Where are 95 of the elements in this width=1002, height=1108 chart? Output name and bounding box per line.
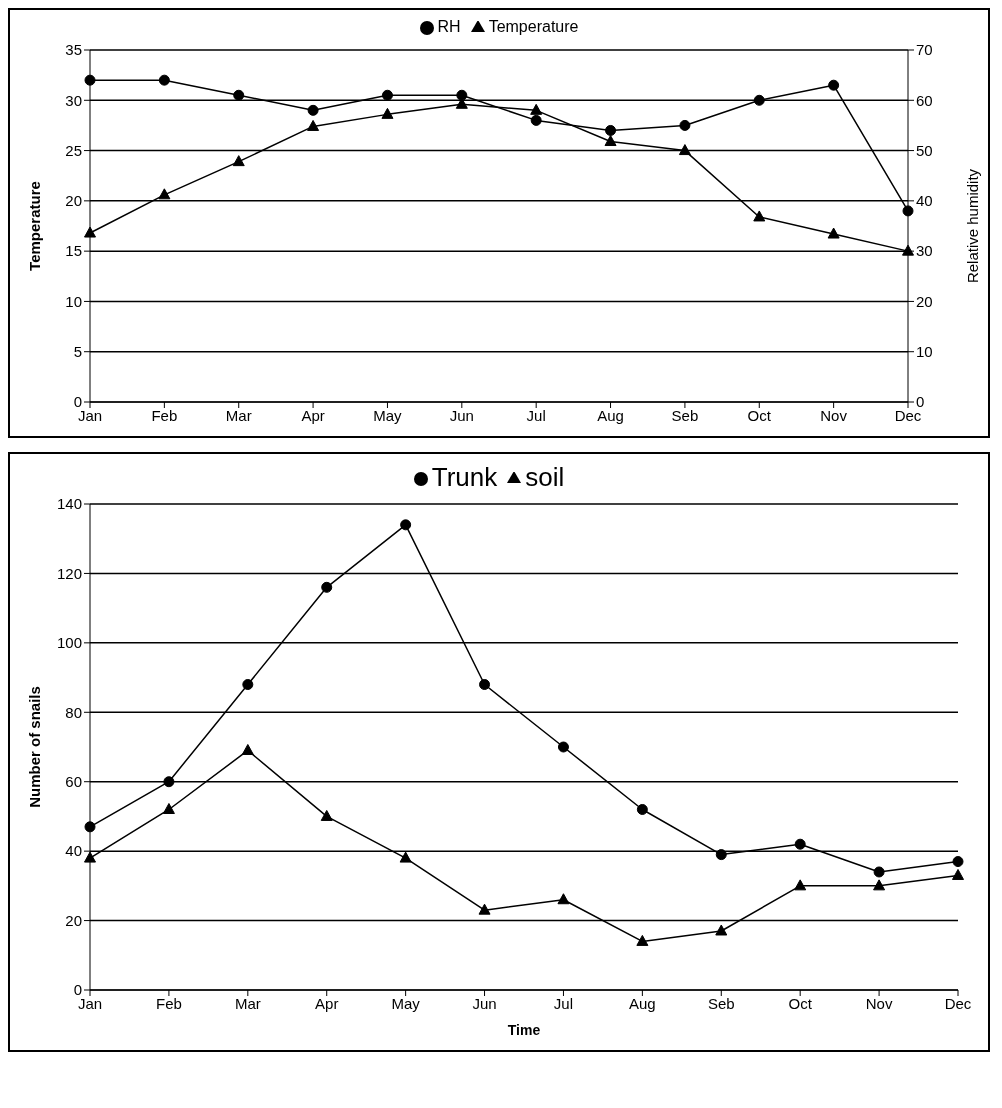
x-tick-label: Jul — [553, 994, 574, 1012]
point — [604, 135, 617, 147]
point — [873, 879, 886, 891]
point — [479, 679, 491, 691]
point — [241, 743, 254, 755]
point — [902, 205, 914, 217]
point — [162, 802, 175, 814]
point — [381, 89, 393, 101]
point — [456, 89, 468, 101]
point — [242, 679, 254, 691]
y2-tick-label: 50 — [916, 141, 933, 159]
point — [827, 227, 840, 239]
point — [873, 866, 885, 878]
y-tick-label: 35 — [65, 41, 82, 59]
x-tick-label: Jun — [472, 994, 497, 1012]
legend-label: Temperature — [488, 18, 579, 35]
y-tick-label: 20 — [65, 192, 82, 210]
point — [636, 803, 648, 815]
y2-axis-title: Relative humidity — [964, 168, 982, 284]
x-tick-label: Jul — [526, 406, 546, 424]
y2-tick-label: 20 — [916, 292, 933, 310]
x-tick-label: Seb — [671, 406, 699, 424]
point — [952, 856, 964, 868]
point — [952, 868, 964, 880]
x-axis-title: Time — [507, 1022, 541, 1038]
x-tick-label: May — [391, 994, 421, 1012]
point — [715, 849, 727, 861]
y-tick-label: 140 — [56, 495, 82, 513]
y-axis-title: Number of snails — [26, 686, 44, 808]
point — [84, 226, 96, 238]
point — [753, 210, 766, 222]
y-tick-label: 20 — [65, 911, 82, 929]
point — [678, 144, 691, 156]
y-axis-title: Temperature — [26, 181, 44, 271]
y2-tick-label: 60 — [916, 91, 933, 109]
point — [163, 776, 175, 788]
point — [400, 519, 412, 531]
point — [233, 89, 245, 101]
legend-label: RH — [437, 18, 461, 35]
point — [605, 124, 617, 136]
x-tick-label: Jun — [449, 406, 474, 424]
y-tick-label: 80 — [65, 703, 82, 721]
point — [478, 903, 491, 915]
point — [158, 74, 170, 86]
point — [794, 838, 806, 850]
y2-tick-label: 70 — [916, 41, 933, 59]
x-tick-label: Oct — [747, 406, 772, 424]
y-tick-label: 60 — [65, 773, 82, 791]
y-tick-label: 120 — [56, 564, 82, 582]
y-tick-label: 40 — [65, 842, 82, 860]
y-tick-label: 30 — [65, 91, 82, 109]
x-tick-label: Nov — [820, 406, 848, 424]
y2-tick-label: 30 — [916, 242, 933, 260]
x-tick-label: May — [373, 406, 403, 424]
point — [84, 821, 96, 833]
y-tick-label: 10 — [65, 292, 82, 310]
x-tick-label: Feb — [155, 994, 182, 1012]
point — [307, 104, 319, 116]
point — [307, 119, 320, 131]
x-tick-label: Nov — [865, 994, 893, 1012]
point — [399, 851, 412, 863]
x-tick-label: Seb — [707, 994, 735, 1012]
point — [679, 119, 691, 131]
x-tick-label: Aug — [597, 406, 624, 424]
point — [320, 809, 333, 821]
point — [530, 114, 542, 126]
legend-label: soil — [525, 462, 565, 492]
point — [753, 94, 765, 106]
point — [557, 893, 570, 905]
x-tick-label: Feb — [151, 406, 178, 424]
point — [636, 934, 649, 946]
point — [321, 581, 333, 593]
y2-tick-label: 40 — [916, 192, 933, 210]
x-tick-label: Apr — [315, 994, 339, 1012]
point — [794, 879, 807, 891]
legend-label: Trunk — [431, 462, 498, 492]
point — [84, 74, 96, 86]
point — [158, 188, 171, 200]
y-tick-label: 5 — [73, 343, 82, 361]
y2-tick-label: 10 — [916, 343, 933, 361]
y-tick-label: 100 — [56, 634, 82, 652]
x-tick-label: Apr — [301, 406, 325, 424]
x-tick-label: Aug — [629, 994, 656, 1012]
point — [232, 155, 245, 167]
point — [715, 924, 728, 936]
point — [530, 103, 543, 115]
x-tick-label: Mar — [234, 994, 261, 1012]
point — [828, 79, 840, 91]
y-tick-label: 25 — [65, 141, 82, 159]
y-tick-label: 15 — [65, 242, 82, 260]
x-tick-label: Dec — [944, 994, 972, 1012]
x-tick-label: Mar — [225, 406, 252, 424]
point — [557, 741, 569, 753]
x-tick-label: Oct — [788, 994, 813, 1012]
point — [381, 107, 394, 119]
